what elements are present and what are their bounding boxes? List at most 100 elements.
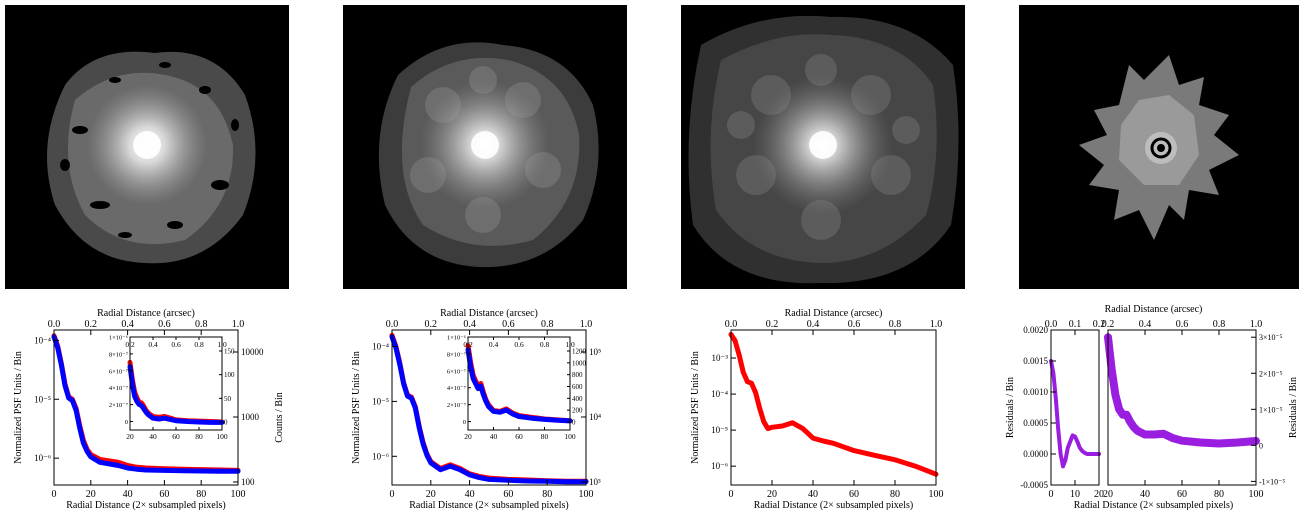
y-tick-label: 10⁻⁴ (34, 335, 51, 345)
inset-y-tick-label: 1×10⁻⁶ (447, 335, 466, 342)
y-tick-label: 10⁻⁵ (34, 394, 51, 404)
inset-y-tick-label: 2×10⁻⁷ (447, 402, 466, 409)
x-tick-label: 100 (231, 489, 246, 500)
inset-series-2 (127, 364, 225, 425)
x2-tick-label: 1.0 (930, 319, 943, 330)
inset-y-tick-label: 4×10⁻⁷ (109, 385, 128, 392)
chart-4-series-1 (1049, 359, 1101, 469)
psf-image-2 (343, 5, 627, 289)
panel2-y2-tick-label: 3×10⁻⁵ (1259, 333, 1283, 342)
x2-tick-label: 0.6 (848, 319, 861, 330)
inset-y2-tick-label: 100 (224, 371, 235, 379)
chart-2-inset: 20 40 60 80 100 0.2 0.4 0.6 0.8 1.0 0 2×10⁻⁷ 4×10⁻⁷ 6… (447, 335, 587, 442)
inset-y-tick-label: 8×10⁻⁷ (109, 351, 128, 358)
panel2-x2-tick-label: 0.6 (1176, 319, 1189, 330)
x-tick-label: 40 (808, 489, 818, 500)
inset-x2-tick-label: 1.0 (565, 340, 575, 349)
x-tick-label: 40 (123, 489, 133, 500)
inset-x-tick-label: 60 (515, 432, 523, 441)
x2-axis-label: Radial Distance (arcsec) (440, 308, 538, 319)
x-tick-label: 80 (196, 489, 206, 500)
inset-y2-tick-label: 1000 (572, 359, 587, 367)
y-tick-label: -0.0005 (1020, 480, 1048, 490)
y-tick-label: 0.0000 (1023, 449, 1048, 459)
x2-tick-label: 0.6 (502, 319, 515, 330)
chart-2-frame (391, 329, 587, 486)
y-tick-label: 10⁻⁴ (711, 389, 728, 399)
x2-tick-label: 0.2 (766, 319, 779, 330)
y-tick-label: 0.0015 (1023, 356, 1048, 366)
panel2-x-tick-label: 80 (1214, 489, 1224, 500)
inset-y-tick-label: 0 (463, 419, 466, 426)
x-tick-label: 100 (929, 489, 944, 500)
inset-y-tick-label: 6×10⁻⁷ (109, 368, 128, 375)
panel2-y2-tick-label: -1×10⁻⁵ (1259, 477, 1285, 486)
inset-y2-tick-label: 1200 (572, 348, 587, 356)
x-tick-label: 20 (1094, 489, 1104, 500)
y2-tick-label: 1000 (241, 412, 260, 422)
y-tick-label: 10⁻⁶ (711, 461, 728, 471)
inset-x-tick-label: 40 (149, 432, 157, 441)
inset-x2-tick-label: 0.6 (514, 340, 524, 349)
y-tick-label: 10⁻⁶ (34, 453, 51, 463)
x2-axis-label: Radial Distance (arcsec) (1105, 304, 1203, 315)
inset-series-2-line (127, 364, 225, 425)
y-axis-label: Normalized PSF Units / Bin (351, 351, 362, 464)
y-tick-label: 0.0010 (1023, 387, 1048, 397)
x-axis-label: Radial Distance (2× subsampled pixels) (409, 500, 569, 510)
chart-2-series-2 (389, 334, 589, 485)
panel2-x2-tick-label: 0.2 (1102, 319, 1115, 330)
inset-y2-tick-label: 200 (572, 407, 583, 415)
panel2-frame (1107, 329, 1257, 486)
x-tick-label: 80 (542, 489, 552, 500)
panel2-x2-tick-label: 1.0 (1250, 319, 1263, 330)
inset-x2-tick-label: 0.4 (489, 340, 499, 349)
inset-x2-tick-label: 0.4 (148, 340, 158, 349)
x2-tick-label: 0.0 (725, 319, 738, 330)
inset-x-tick-label: 80 (195, 432, 203, 441)
panel2-x-tick-label: 40 (1140, 489, 1150, 500)
inset-series-2 (465, 347, 573, 424)
y-tick-label: 10⁻⁵ (711, 425, 728, 435)
inset-y2-tick-label: 600 (572, 383, 583, 391)
panel2-x-tick-label: 60 (1177, 489, 1187, 500)
panel2-x2-tick-label: 0.8 (1213, 319, 1226, 330)
y-axis-label: Residuals / Bin (1005, 377, 1016, 438)
y2-tick-label: 10000 (241, 347, 264, 357)
inset-y2-tick-label: 0 (224, 419, 228, 427)
residual-image (1019, 5, 1299, 289)
inset-x-tick-label: 20 (464, 432, 472, 441)
x2-axis-label: Radial Distance (arcsec) (97, 308, 195, 319)
inset-y2-tick-label: 0 (572, 419, 576, 427)
y-axis-label: Normalized PSF Units / Bin (13, 351, 24, 464)
x2-tick-label: 0.2 (85, 319, 98, 330)
x2-tick-label: 0.2 (425, 319, 438, 330)
x-tick-label: 60 (849, 489, 859, 500)
inset-y2-tick-label: 400 (572, 395, 583, 403)
inset-y2-tick-label: 800 (572, 371, 583, 379)
x-axis-label: Radial Distance (2× subsampled pixels) (66, 500, 226, 510)
y2-tick-label: 10³ (589, 477, 601, 487)
inset-y2-tick-label: 150 (224, 348, 235, 356)
psf-image-3 (681, 5, 965, 289)
inset-x2-tick-label: 1.0 (217, 340, 227, 349)
inset-y2-tick-label: 50 (224, 395, 232, 403)
chart-2-series-2-line (389, 334, 589, 485)
x-tick-label: 0 (390, 489, 395, 500)
x-tick-label: 20 (426, 489, 436, 500)
x2-tick-label: 0.4 (807, 319, 820, 330)
chart-1-series-2 (51, 334, 241, 474)
y-tick-label: 0.0020 (1023, 325, 1048, 335)
x-tick-label: 40 (465, 489, 475, 500)
panel2-x-tick-label: 20 (1103, 489, 1113, 500)
x-tick-label: 0 (729, 489, 734, 500)
x-tick-label: 10 (1070, 489, 1080, 500)
inset-series-2-line (465, 347, 573, 424)
chart-4-series-1-line (1049, 359, 1101, 469)
panel2-y2-tick-label: 0 (1259, 441, 1263, 450)
x-tick-label: 60 (503, 489, 513, 500)
panel2-series-1 (1104, 333, 1260, 448)
inset-x-tick-label: 80 (541, 432, 549, 441)
x-axis-label: Radial Distance (2× subsampled pixels) (1074, 500, 1234, 510)
x2-tick-label: 0.0 (386, 319, 399, 330)
